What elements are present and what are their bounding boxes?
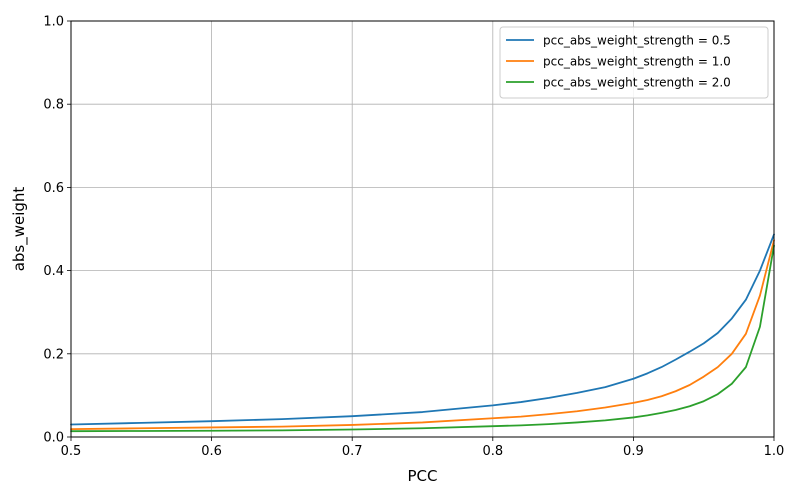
y-axis-label: abs_weight: [10, 187, 29, 272]
y-tick-label: 0.0: [43, 431, 64, 446]
plot-frame: [70, 20, 775, 438]
legend-label: pcc_abs_weight_strength = 1.0: [543, 55, 731, 69]
series-lines: [70, 233, 775, 433]
series-line-3: [70, 244, 775, 433]
x-tick-label: 1.0: [764, 444, 785, 459]
y-tick-label: 0.2: [43, 347, 64, 362]
y-tick-label: 0.8: [43, 98, 64, 113]
x-tick-label: 0.5: [61, 444, 82, 459]
x-tick-label: 0.6: [201, 444, 222, 459]
series-line-1: [70, 233, 775, 426]
legend-label: pcc_abs_weight_strength = 2.0: [543, 76, 731, 90]
x-tick-label: 0.9: [623, 444, 644, 459]
legend-label: pcc_abs_weight_strength = 0.5: [543, 34, 731, 48]
x-tick-label: 0.8: [482, 444, 503, 459]
series-line-2: [70, 239, 775, 431]
x-axis-label: PCC: [408, 467, 438, 485]
y-tick-label: 0.4: [43, 264, 64, 279]
axis-ticks: 0.5 0.6 0.7 0.8 0.9 1.0 0.0 0.2 0.4 0.6 0.8 1.0: [43, 15, 784, 460]
legend-box: [499, 26, 769, 99]
legend: pcc_abs_weight_strength = 0.5 pcc_abs_wei…: [499, 26, 769, 99]
y-tick-label: 1.0: [43, 15, 64, 30]
y-tick-label: 0.6: [43, 181, 64, 196]
x-tick-label: 0.7: [342, 444, 363, 459]
